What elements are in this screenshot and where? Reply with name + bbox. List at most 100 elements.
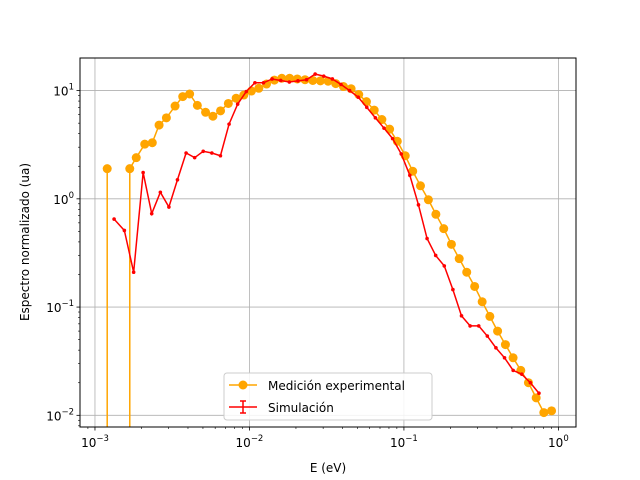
data-point: [423, 195, 433, 205]
y-tick-label: 100: [53, 191, 74, 207]
plot-area: [80, 58, 576, 427]
data-point: [321, 74, 326, 78]
data-point: [519, 372, 524, 376]
data-point: [408, 173, 412, 178]
data-point: [154, 120, 164, 130]
data-point: [508, 353, 518, 363]
data-point: [399, 152, 404, 156]
data-point: [270, 77, 274, 81]
data-point: [167, 205, 171, 209]
data-point: [442, 264, 447, 268]
data-point: [485, 334, 490, 338]
data-point: [131, 153, 141, 163]
data-point: [425, 236, 429, 241]
data-point: [227, 122, 231, 126]
data-point: [208, 111, 218, 121]
data-point: [125, 164, 135, 174]
data-point: [216, 106, 226, 116]
data-point: [477, 297, 487, 307]
legend-label-medicion: Medición experimental: [268, 379, 405, 393]
data-point: [470, 281, 480, 291]
data-point: [175, 177, 180, 182]
data-point: [278, 78, 283, 83]
data-point: [431, 209, 441, 219]
data-point: [433, 253, 438, 258]
data-point: [369, 105, 379, 115]
data-point: [201, 107, 211, 117]
data-point: [304, 77, 309, 82]
data-point: [254, 83, 264, 93]
y-tick-label: 10−1: [46, 299, 74, 315]
data-point: [158, 190, 163, 195]
data-point: [416, 203, 421, 207]
data-point: [285, 73, 295, 83]
data-point: [296, 79, 300, 83]
data-point: [235, 102, 240, 106]
data-point: [415, 181, 425, 191]
data-point: [390, 136, 395, 141]
data-point: [287, 80, 292, 84]
data-point: [192, 155, 197, 160]
data-point: [502, 355, 507, 360]
data-point: [468, 324, 472, 328]
data-point: [364, 105, 369, 110]
data-point: [308, 75, 318, 85]
data-point: [141, 170, 145, 175]
data-point: [192, 100, 202, 110]
y-tick-label: 10−2: [46, 407, 74, 423]
data-point: [122, 228, 127, 233]
data-point: [356, 95, 360, 99]
data-point: [446, 239, 456, 249]
data-point: [330, 77, 335, 81]
data-point: [476, 324, 481, 328]
data-point: [500, 340, 510, 350]
data-point: [253, 81, 257, 85]
data-point: [408, 166, 418, 176]
data-point: [493, 326, 503, 336]
data-point: [185, 89, 195, 99]
data-point: [112, 217, 116, 221]
data-point: [373, 116, 378, 120]
data-point: [462, 267, 472, 277]
data-point: [140, 139, 150, 149]
data-point: [531, 393, 541, 403]
x-tick-label: 100: [548, 434, 569, 450]
data-point: [361, 97, 371, 107]
data-point: [459, 314, 464, 318]
x-tick-label: 10−2: [236, 434, 264, 450]
x-axis-label: E (eV): [310, 461, 346, 475]
data-point: [223, 98, 233, 108]
data-point: [147, 138, 157, 148]
data-point: [347, 88, 352, 93]
plot-frame: [79, 57, 577, 428]
data-point: [331, 79, 341, 89]
data-point: [210, 151, 214, 155]
data-point: [539, 408, 549, 418]
y-tick-label: 101: [53, 83, 74, 99]
data-point: [537, 391, 541, 396]
series-simulacion: [112, 72, 541, 396]
data-point: [382, 126, 386, 130]
data-point: [161, 113, 171, 123]
data-point: [244, 89, 249, 94]
data-point: [485, 311, 495, 321]
legend-box: [223, 372, 433, 421]
data-point: [511, 368, 515, 373]
data-point: [494, 346, 498, 350]
data-point: [315, 76, 325, 86]
grid: [80, 58, 576, 427]
data-point: [201, 149, 206, 154]
y-axis-label: Espectro normalizado (ua): [18, 163, 32, 321]
x-tick-label: 10−1: [390, 434, 418, 450]
data-point: [547, 406, 557, 416]
data-point: [339, 82, 343, 87]
data-point: [218, 153, 223, 158]
data-point: [170, 101, 180, 111]
y-axis: 10−2 10−1 100 101: [46, 83, 80, 427]
data-point: [178, 92, 188, 102]
data-point: [454, 254, 464, 264]
series-layer: [102, 72, 557, 427]
data-point: [131, 270, 136, 274]
x-axis: 10−3 10−2 10−1 100: [81, 427, 569, 450]
